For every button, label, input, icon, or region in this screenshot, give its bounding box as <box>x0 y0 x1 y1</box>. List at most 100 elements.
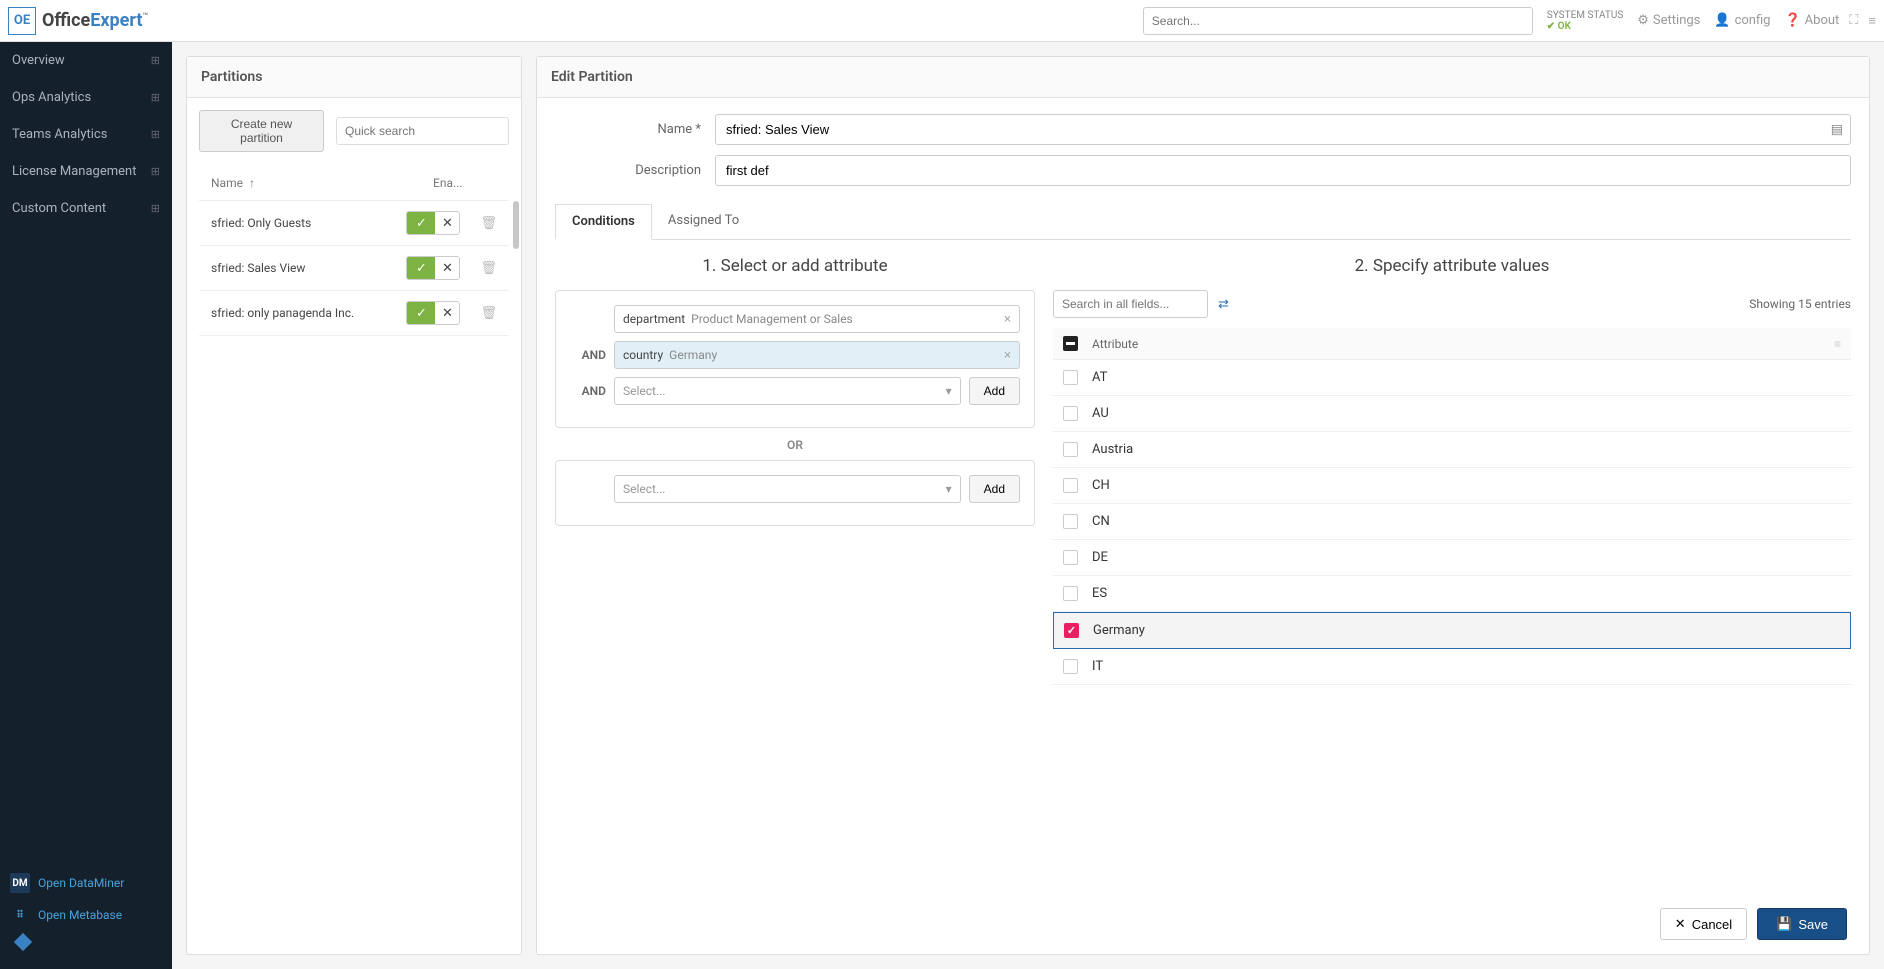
check-icon: ✓ <box>407 257 435 279</box>
name-input[interactable] <box>715 114 1851 145</box>
partitions-table: Name↑ Ena... sfried: Only Guests ✓✕ 🗑 sf… <box>199 170 509 336</box>
value-checkbox[interactable] <box>1064 623 1079 638</box>
value-label: Austria <box>1092 442 1133 457</box>
check-icon: ✓ <box>407 212 435 234</box>
user-icon: 👤 <box>1714 13 1730 28</box>
tab-conditions[interactable]: Conditions <box>555 204 652 240</box>
step2-title: 2. Specify attribute values <box>1053 256 1851 276</box>
save-button[interactable]: 💾Save <box>1757 908 1847 940</box>
value-checkbox[interactable] <box>1063 442 1078 457</box>
sidebar-item-ops[interactable]: Ops Analytics ⊞ <box>0 79 172 116</box>
add-condition-button[interactable]: Add <box>969 377 1020 405</box>
enable-toggle[interactable]: ✓✕ <box>406 301 460 325</box>
open-dataminer-link[interactable]: DM Open DataMiner <box>10 867 162 899</box>
attribute-select[interactable]: Select...▾ <box>614 377 961 405</box>
sidebar-item-license[interactable]: License Management⊞ <box>0 153 172 190</box>
tab-assigned-to[interactable]: Assigned To <box>652 204 755 239</box>
trash-icon[interactable]: 🗑 <box>480 261 497 276</box>
value-row[interactable]: ES <box>1053 576 1851 612</box>
scrollbar-thumb[interactable] <box>513 201 519 249</box>
or-separator: OR <box>555 438 1035 452</box>
col-name[interactable]: Name↑ <box>211 176 433 190</box>
value-row[interactable]: DE <box>1053 540 1851 576</box>
partitions-body: Create new partition Name↑ Ena... sfried… <box>187 98 521 954</box>
add-condition-button[interactable]: Add <box>969 475 1020 503</box>
close-icon[interactable]: × <box>1004 312 1011 327</box>
sidebar-items: Overview⊞ Ops Analytics ⊞ Teams Analytics… <box>0 42 172 859</box>
plus-icon: ⊞ <box>151 91 160 104</box>
values-search-input[interactable] <box>1053 290 1208 318</box>
name-row: Name * ▤ <box>555 114 1851 145</box>
value-label: ES <box>1092 586 1107 601</box>
value-row[interactable]: AT <box>1053 360 1851 396</box>
condition-pill-department[interactable]: department Product Management or Sales × <box>614 305 1020 333</box>
enable-toggle[interactable]: ✓✕ <box>406 211 460 235</box>
sidebar-item-teams[interactable]: Teams Analytics⊞ <box>0 116 172 153</box>
about-link[interactable]: ❓ About <box>1784 13 1839 28</box>
enable-toggle[interactable]: ✓✕ <box>406 256 460 280</box>
partition-row[interactable]: sfried: Sales View ✓✕ 🗑 <box>199 246 509 291</box>
drag-icon: ≡ <box>1834 337 1841 351</box>
value-row[interactable]: IT <box>1053 649 1851 685</box>
trash-icon[interactable]: 🗑 <box>480 216 497 231</box>
settings-link[interactable]: ⚙ Settings <box>1637 13 1700 28</box>
condition-pill-country[interactable]: country Germany × <box>614 341 1020 369</box>
value-checkbox[interactable] <box>1063 478 1078 493</box>
open-metabase-link[interactable]: ⠿ Open Metabase <box>10 899 162 931</box>
value-row[interactable]: AU <box>1053 396 1851 432</box>
fullscreen-icon[interactable]: ⛶ <box>1849 13 1858 28</box>
chevron-down-icon: ▾ <box>946 384 952 398</box>
save-icon: 💾 <box>1776 916 1792 932</box>
cancel-button[interactable]: ✕Cancel <box>1660 908 1747 940</box>
logo-expert: Expert <box>90 10 142 31</box>
sidebar-bottom: DM Open DataMiner ⠿ Open Metabase <box>0 859 172 969</box>
value-checkbox[interactable] <box>1063 550 1078 565</box>
and-label: AND <box>570 384 606 398</box>
metabase-icon: ⠿ <box>10 905 30 925</box>
attribute-select[interactable]: Select...▾ <box>614 475 961 503</box>
diamond-icon <box>12 931 34 953</box>
swap-icon[interactable]: ⇄ <box>1218 297 1229 312</box>
close-icon[interactable]: × <box>1004 348 1011 363</box>
menu-icon[interactable]: ≡ <box>1868 13 1876 29</box>
partitions-table-head: Name↑ Ena... <box>199 170 509 201</box>
global-search-input[interactable] <box>1143 7 1533 35</box>
value-checkbox[interactable] <box>1063 514 1078 529</box>
value-row[interactable]: CN <box>1053 504 1851 540</box>
partition-row[interactable]: sfried: Only Guests ✓✕ 🗑 <box>199 201 509 246</box>
select-all-checkbox[interactable] <box>1063 336 1078 351</box>
description-input[interactable] <box>715 155 1851 186</box>
values-toolbar: ⇄ Showing 15 entries <box>1053 290 1851 318</box>
chevron-down-icon: ▾ <box>946 482 952 496</box>
value-checkbox[interactable] <box>1063 370 1078 385</box>
trash-icon[interactable]: 🗑 <box>480 306 497 321</box>
value-checkbox[interactable] <box>1063 586 1078 601</box>
sidebar-item-label: Ops Analytics <box>12 90 91 105</box>
sidebar-item-label: License Management <box>12 164 136 179</box>
value-checkbox[interactable] <box>1063 406 1078 421</box>
value-row[interactable]: Germany <box>1053 612 1851 649</box>
value-label: Germany <box>1093 623 1145 638</box>
create-partition-button[interactable]: Create new partition <box>199 110 324 152</box>
step1-title: 1. Select or add attribute <box>555 256 1035 276</box>
partition-row[interactable]: sfried: only panagenda Inc. ✓✕ 🗑 <box>199 291 509 336</box>
partition-name: sfried: Only Guests <box>211 216 406 230</box>
value-row[interactable]: CH <box>1053 468 1851 504</box>
attribute-column-label: Attribute <box>1092 337 1138 351</box>
pill-value: Germany <box>669 348 717 362</box>
list-icon[interactable]: ▤ <box>1831 122 1843 137</box>
partition-name: sfried: only panagenda Inc. <box>211 306 406 320</box>
sidebar-item-custom[interactable]: Custom Content⊞ <box>0 190 172 227</box>
config-link[interactable]: 👤 config <box>1714 13 1770 28</box>
partition-quick-search[interactable] <box>336 117 509 145</box>
value-row[interactable]: Austria <box>1053 432 1851 468</box>
partition-name: sfried: Sales View <box>211 261 406 275</box>
x-icon: ✕ <box>435 212 459 234</box>
plus-icon: ⊞ <box>151 202 160 215</box>
settings-label: Settings <box>1653 13 1700 28</box>
col-enabled[interactable]: Ena... <box>433 176 497 190</box>
pill-attr: country <box>623 348 663 362</box>
value-checkbox[interactable] <box>1063 659 1078 674</box>
sidebar-item-overview[interactable]: Overview⊞ <box>0 42 172 79</box>
system-status: SYSTEM STATUS ✔ OK <box>1547 10 1623 32</box>
